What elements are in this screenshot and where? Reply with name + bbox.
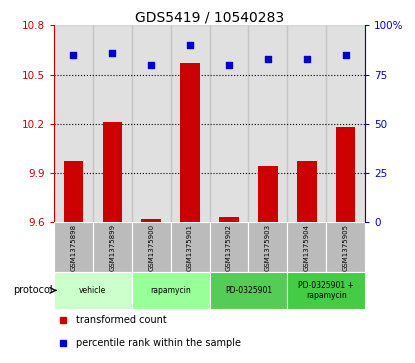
Bar (210, 25, 249, 222)
Bar (287, 25, 326, 222)
Title: GDS5419 / 10540283: GDS5419 / 10540283 (135, 10, 284, 24)
Text: transformed count: transformed count (76, 315, 166, 325)
Bar (326, 25, 365, 222)
Text: GSM1375904: GSM1375904 (304, 224, 310, 271)
Point (187, 42, 193, 48)
Text: GSM1375900: GSM1375900 (148, 224, 154, 271)
Bar (171, 25, 210, 222)
Bar (219, 217, 239, 222)
Text: vehicle: vehicle (79, 286, 107, 295)
Text: GSM1375901: GSM1375901 (187, 224, 193, 271)
Bar (132, 25, 171, 222)
Bar (103, 122, 122, 222)
Point (303, 56, 310, 62)
Text: GSM1375898: GSM1375898 (71, 224, 76, 271)
Text: GSM1375899: GSM1375899 (109, 224, 115, 271)
Text: PD-0325901 +
rapamycin: PD-0325901 + rapamycin (298, 281, 354, 300)
Text: PD-0325901: PD-0325901 (225, 286, 272, 295)
Bar (210, 222, 249, 272)
Text: GSM1375903: GSM1375903 (265, 224, 271, 271)
Point (148, 62, 154, 68)
Bar (258, 166, 278, 222)
Bar (171, 222, 210, 272)
Bar (142, 219, 161, 222)
Text: GSM1375905: GSM1375905 (343, 224, 349, 271)
Bar (287, 272, 365, 309)
Bar (326, 222, 365, 272)
Point (109, 50, 116, 56)
Bar (132, 222, 171, 272)
Text: protocol: protocol (14, 285, 53, 295)
Bar (93, 25, 132, 222)
Bar (54, 25, 93, 222)
Bar (63, 162, 83, 222)
Text: percentile rank within the sample: percentile rank within the sample (76, 338, 241, 347)
Bar (181, 63, 200, 222)
Text: rapamycin: rapamycin (150, 286, 191, 295)
Bar (336, 127, 356, 222)
Bar (54, 222, 93, 272)
Bar (210, 272, 287, 309)
Bar (93, 222, 132, 272)
Bar (132, 272, 210, 309)
Bar (297, 162, 317, 222)
Point (265, 56, 271, 62)
Text: GSM1375902: GSM1375902 (226, 224, 232, 271)
Bar (249, 25, 287, 222)
Point (226, 62, 232, 68)
Point (342, 52, 349, 58)
Bar (54, 272, 132, 309)
Point (70, 52, 77, 58)
Bar (249, 222, 287, 272)
Bar (287, 222, 326, 272)
